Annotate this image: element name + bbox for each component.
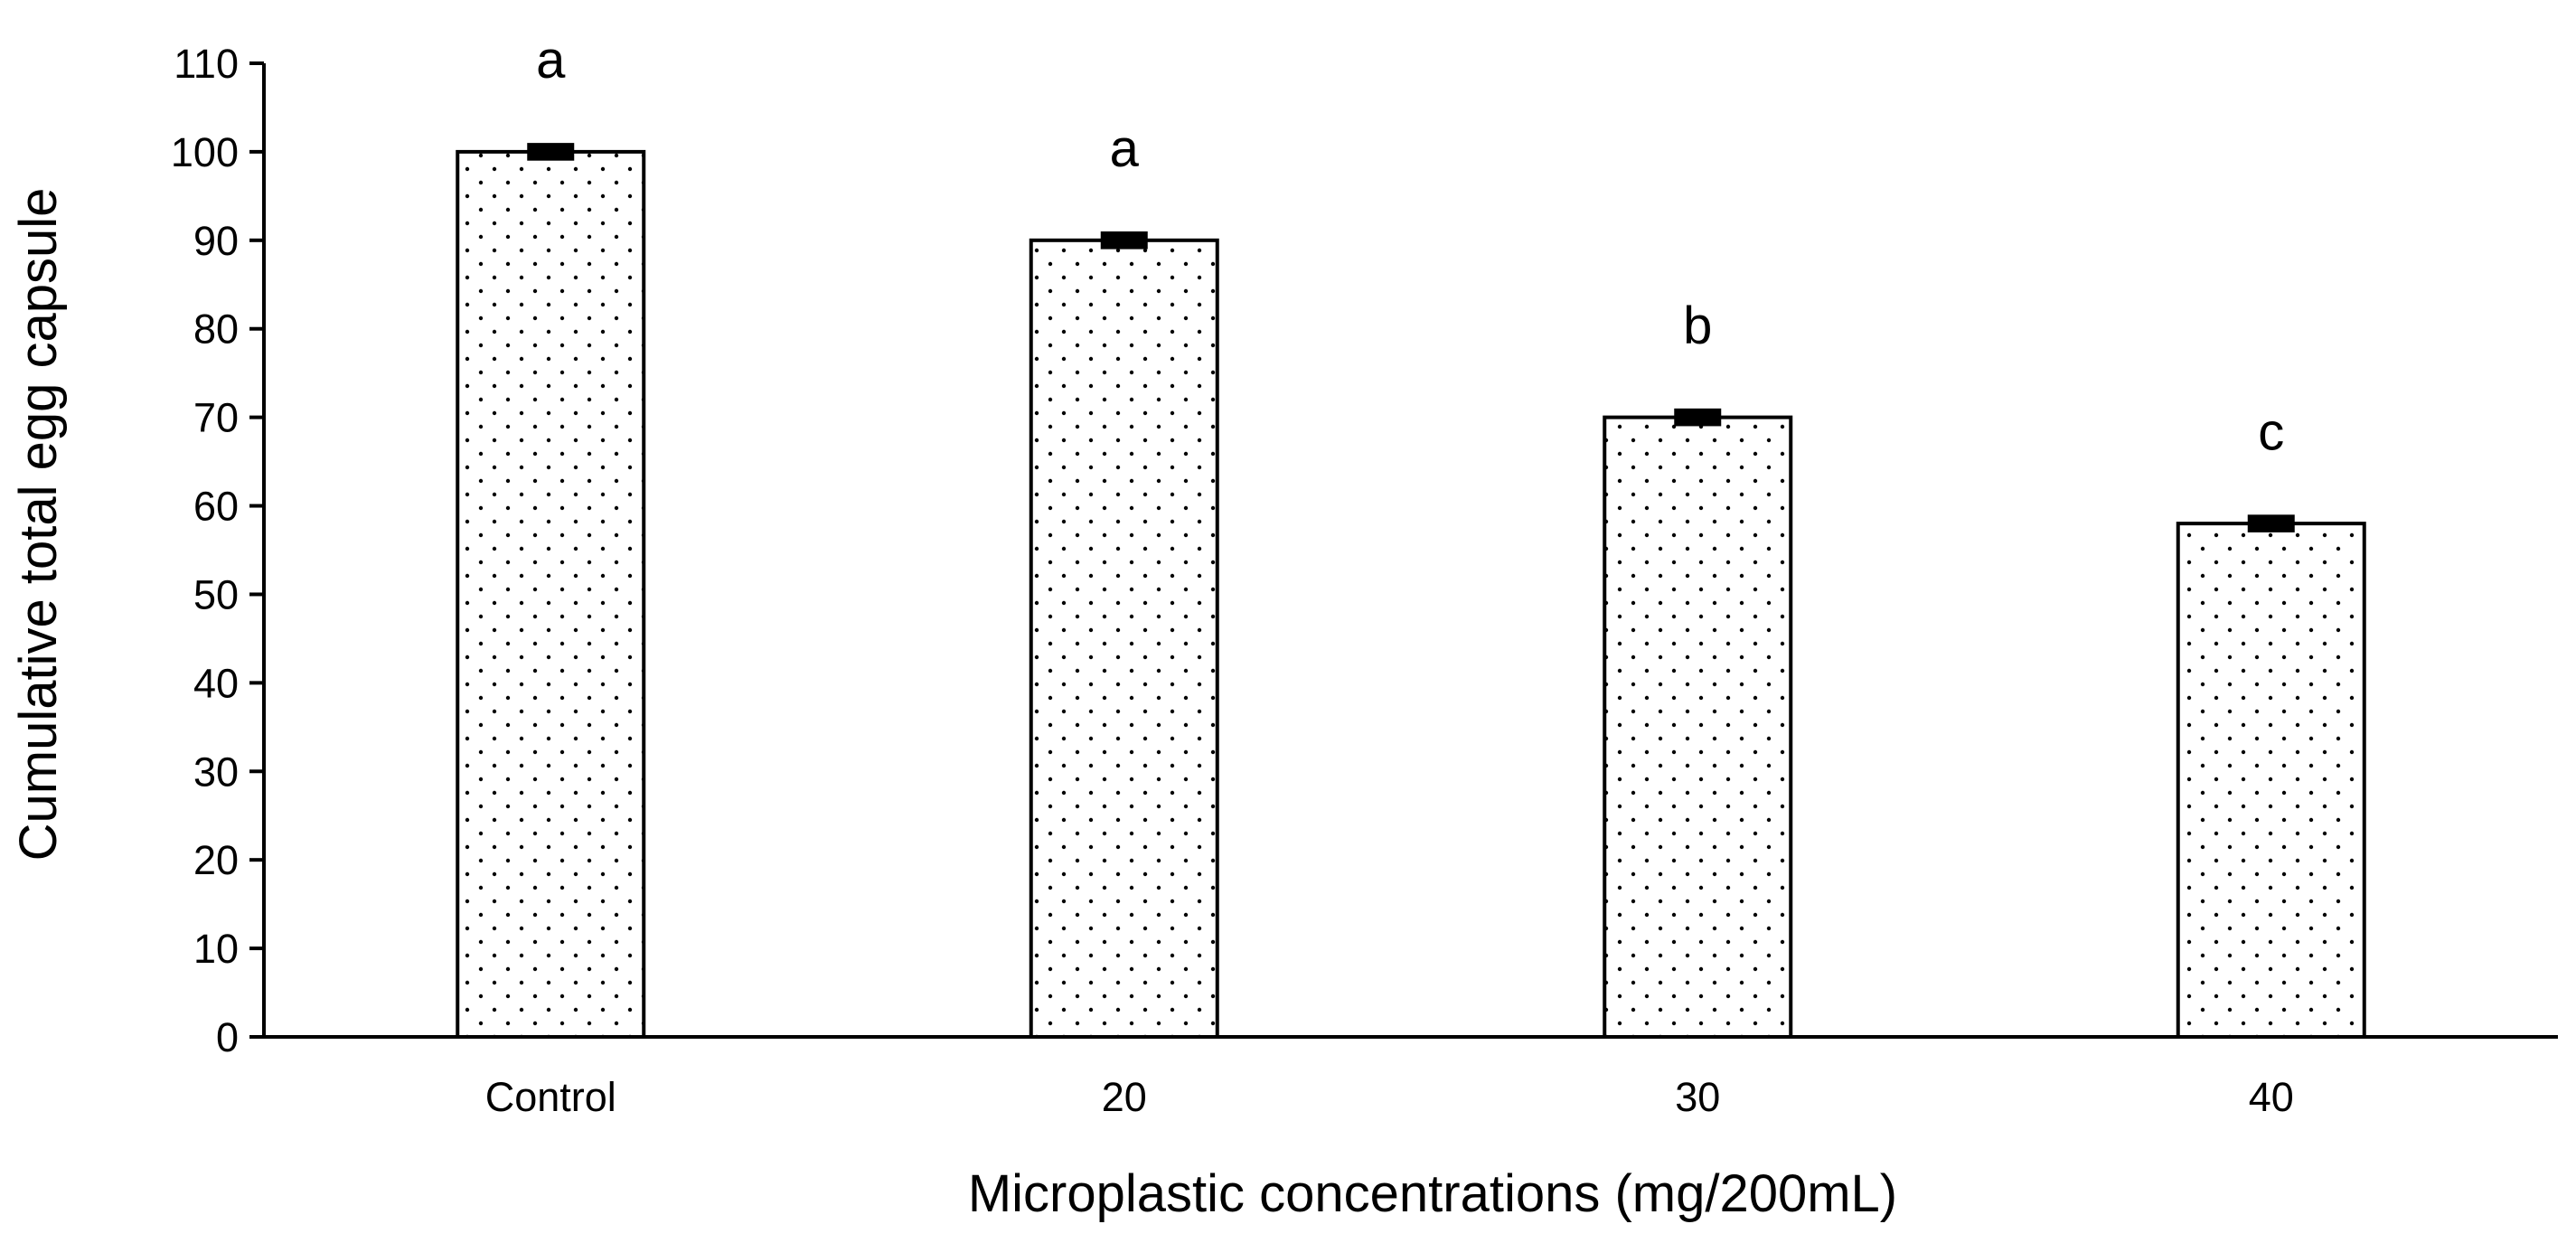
error-bars [527, 143, 2295, 532]
y-tick-label: 30 [193, 749, 239, 795]
y-tick-label: 10 [193, 926, 239, 972]
y-tick-label: 110 [174, 41, 239, 87]
x-tick-label: 30 [1675, 1074, 1720, 1120]
bar [2176, 522, 2366, 1039]
error-bar [1100, 231, 1148, 250]
significance-letter: a [1110, 119, 1140, 178]
y-axis-ticks: 0 10 20 30 40 50 60 70 80 90 100 110 [171, 41, 264, 1060]
y-tick-label: 50 [193, 571, 239, 617]
y-tick-label: 90 [193, 218, 239, 264]
error-bar [2247, 514, 2295, 532]
y-tick-label: 20 [193, 837, 239, 883]
bars [456, 149, 2366, 1039]
y-tick-label: 60 [193, 484, 239, 530]
x-axis-title: Microplastic concentrations (mg/200mL) [968, 1164, 1897, 1223]
significance-letters: a a b c [536, 31, 2284, 461]
y-tick-label: 0 [216, 1014, 239, 1060]
x-tick-label: 40 [2249, 1074, 2294, 1120]
error-bar [1674, 408, 1722, 427]
bar [1603, 415, 1793, 1039]
y-tick-label: 80 [193, 306, 239, 353]
significance-letter: b [1683, 297, 1712, 355]
bar [1029, 238, 1219, 1039]
bar [456, 149, 646, 1039]
x-tick-label: Control [485, 1074, 616, 1120]
significance-letter: a [536, 31, 566, 89]
significance-letter: c [2258, 402, 2284, 461]
y-tick-label: 40 [193, 660, 239, 706]
x-tick-label: 20 [1102, 1074, 1147, 1120]
y-tick-label: 70 [193, 395, 239, 441]
x-axis-tick-labels: Control 20 30 40 [485, 1074, 2294, 1120]
y-axis-title: Cumulative total egg capsule [9, 188, 68, 862]
error-bar [527, 143, 575, 161]
y-tick-label: 100 [171, 129, 239, 175]
